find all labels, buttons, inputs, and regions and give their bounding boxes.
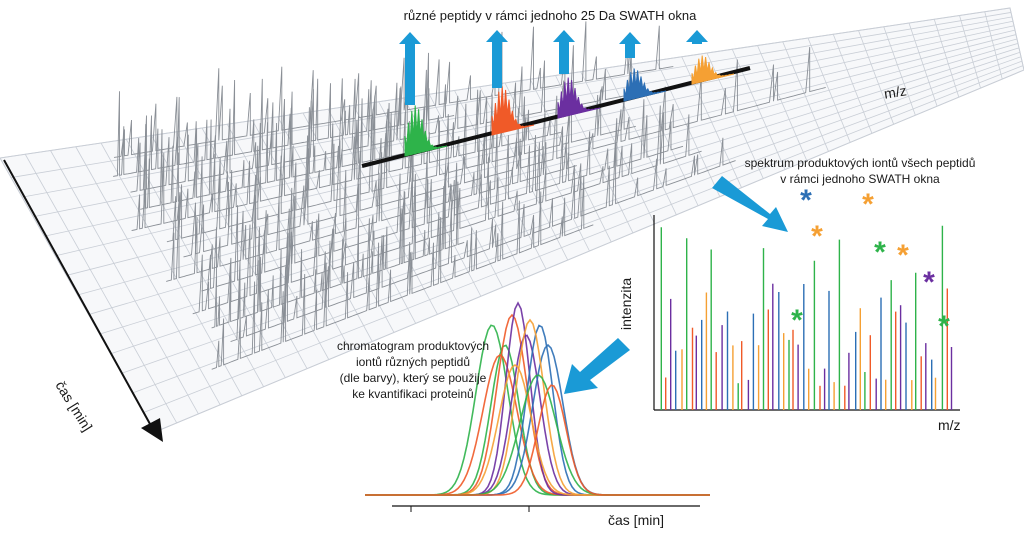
perspective-grid	[0, 7, 1024, 442]
peptide-arrows	[399, 30, 708, 105]
peak-cluster-blue	[623, 68, 667, 102]
spectrum-ylabel: intenzita	[618, 277, 634, 330]
up-arrow	[399, 32, 421, 105]
swath-window-peaks	[361, 55, 751, 168]
grid-line	[154, 69, 1024, 433]
peak-cluster-purple	[557, 77, 601, 119]
grid-line	[77, 38, 1018, 296]
marker-asterisk: *	[811, 220, 823, 253]
grid-line	[99, 47, 1020, 335]
up-arrow	[686, 30, 708, 44]
chromatogram-pointer-arrow	[564, 338, 630, 394]
spectrum-pointer-arrow	[712, 176, 788, 232]
ms-trace	[166, 79, 636, 243]
grid-line	[0, 7, 1011, 159]
peak-cluster-orange	[691, 55, 735, 85]
marker-asterisk: *	[923, 266, 935, 299]
time-axis-line	[3, 159, 151, 425]
marker-asterisk: *	[791, 304, 803, 337]
grid-line	[44, 25, 1015, 237]
marker-asterisk: *	[938, 310, 950, 343]
spectrum-caption-line-2: v rámci jednoho SWATH okna	[780, 172, 940, 186]
grid-line	[110, 51, 1021, 355]
grid-line	[22, 16, 1013, 198]
marker-asterisk: *	[874, 236, 886, 269]
marker-asterisk: *	[800, 184, 812, 217]
marker-asterisk: *	[897, 239, 909, 272]
product-ion-spectrum: * ** * *** *	[653, 176, 960, 411]
grid-line	[66, 34, 1017, 276]
up-arrow	[619, 32, 641, 58]
up-arrow	[553, 30, 575, 74]
spectrum-caption: spektrum produktových iontů všech peptid…	[710, 155, 1010, 187]
ms-trace	[140, 95, 432, 210]
product-ion-chromatogram	[365, 301, 710, 512]
chromatogram-caption-line-1: chromatogram produktových	[336, 339, 490, 353]
time-axis-arrowhead	[141, 418, 163, 442]
peak-cluster-red	[491, 86, 535, 136]
peak-cluster-green	[404, 105, 448, 157]
chromatogram-caption-line-3: (dle barvy), který se použije	[339, 371, 487, 385]
grid-line	[88, 43, 1019, 315]
grid-line	[143, 65, 1024, 413]
ms-trace	[192, 105, 702, 315]
chromatogram-caption: chromatogram produktových iontů různých …	[318, 338, 508, 402]
up-arrow	[486, 30, 508, 88]
marker-asterisk: *	[862, 188, 874, 221]
chromatogram-xlabel: čas [min]	[608, 512, 665, 528]
chromatogram-caption-line-2: iontů různých peptidů	[355, 355, 471, 369]
ms-trace	[230, 137, 736, 343]
spectrum-xlabel: m/z	[938, 417, 961, 433]
chromatogram-caption-line-4: ke kvantifikaci proteinů	[352, 387, 474, 401]
spectrum-caption-line-1: spektrum produktových iontů všech peptid…	[744, 156, 976, 170]
chromatogram-trace	[365, 384, 710, 496]
ms-trace	[211, 175, 594, 370]
top-title: různé peptidy v rámci jednoho 25 Da SWAT…	[403, 8, 697, 23]
ms-traces	[113, 21, 826, 370]
